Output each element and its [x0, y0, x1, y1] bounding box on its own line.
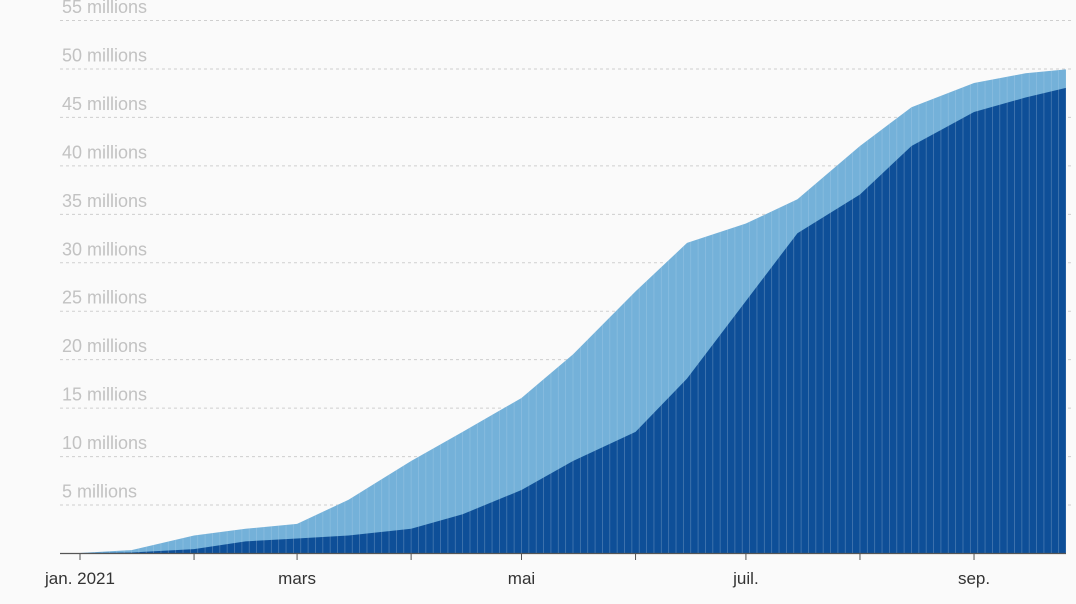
- x-tick-label: sep.: [958, 569, 990, 588]
- y-tick-label: 10 millions: [62, 433, 147, 453]
- bar-texture-layer: [86, 69, 1067, 553]
- area-layer: [80, 69, 1066, 554]
- y-tick-label: 30 millions: [62, 239, 147, 259]
- y-tick-label: 40 millions: [62, 142, 147, 162]
- y-tick-label: 35 millions: [62, 191, 147, 211]
- y-tick-label: 50 millions: [62, 45, 147, 65]
- y-tick-label: 45 millions: [62, 94, 147, 114]
- label-layer: 5 millions 10 millions 15 millions 20 milli…: [44, 0, 990, 588]
- y-tick-label: 15 millions: [62, 385, 147, 405]
- y-tick-label: 20 millions: [62, 336, 147, 356]
- x-tick-label: mars: [278, 569, 316, 588]
- x-tick-label: jan. 2021: [44, 569, 115, 588]
- series-area-1: [80, 87, 1066, 553]
- x-tick-label: mai: [508, 569, 535, 588]
- y-tick-label: 55 millions: [62, 0, 147, 17]
- y-tick-label: 25 millions: [62, 288, 147, 308]
- axis-layer: [60, 552, 1066, 560]
- x-tick-label: juil.: [732, 569, 759, 588]
- y-tick-label: 5 millions: [62, 482, 137, 502]
